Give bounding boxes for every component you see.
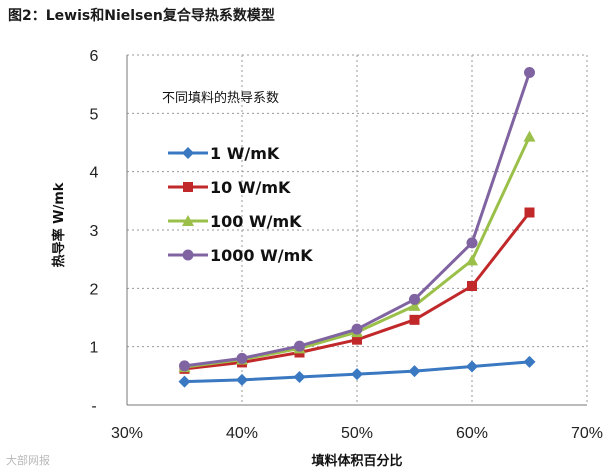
legend-marker-2 <box>182 215 194 226</box>
data-point-s2-5 <box>466 254 478 266</box>
data-point-s3-1 <box>236 352 248 364</box>
data-point-s0-5 <box>466 360 478 373</box>
data-point-s0-6 <box>523 355 536 368</box>
data-point-s3-0 <box>179 360 190 372</box>
grid-lines <box>127 54 588 405</box>
y-tick-label-4: 4 <box>90 165 99 182</box>
series-group <box>178 67 536 388</box>
figure-title: 图2：Lewis和Nielsen复合导热系数模型 <box>8 8 275 24</box>
legend-label-3: 1000 W/mK <box>210 246 313 265</box>
data-point-s3-5 <box>466 237 478 249</box>
y-tick-label-0: - <box>91 398 96 415</box>
x-axis-title: 填料体积百分比 <box>311 453 402 469</box>
data-point-s1-4 <box>409 314 420 325</box>
axes <box>126 55 587 406</box>
data-point-s0-0 <box>178 375 191 388</box>
data-point-s1-3 <box>352 334 362 345</box>
y-tick-label-3: 3 <box>90 223 99 240</box>
legend-label-0: 1 W/mK <box>210 144 280 163</box>
legend-title: 不同填料的热导系数 <box>162 90 279 106</box>
legend: 不同填料的热导系数 1 W/mK 10 W/mK 100 W/mK 1000 W/mK <box>162 90 313 265</box>
x-tick-label-3: 60% <box>456 425 488 442</box>
data-point-s0-4 <box>408 365 421 378</box>
watermark-text: 大部网报 <box>6 454 50 467</box>
data-point-s3-4 <box>409 293 420 305</box>
data-point-s2-6 <box>523 130 536 142</box>
y-tick-label-5: 5 <box>90 106 99 123</box>
data-point-s3-3 <box>351 323 363 335</box>
data-point-s2-4 <box>408 299 421 311</box>
x-tick-label-2: 50% <box>341 425 373 442</box>
legend-marker-0 <box>182 147 194 159</box>
x-tick-label-0: 30% <box>111 425 143 442</box>
data-point-s0-1 <box>236 373 248 386</box>
data-point-s3-6 <box>524 67 535 78</box>
data-point-s3-2 <box>294 340 305 352</box>
y-tick-label-1: 1 <box>90 340 99 357</box>
data-point-s0-3 <box>351 368 363 381</box>
legend-label-2: 100 W/mK <box>210 212 302 231</box>
legend-marker-3 <box>182 249 194 261</box>
data-point-s1-6 <box>524 207 535 218</box>
data-point-s0-2 <box>293 371 306 383</box>
legend-label-1: 10 W/mK <box>210 178 291 197</box>
x-tick-label-4: 70% <box>571 425 603 442</box>
y-axis-title: 热导率 W/mk <box>51 182 67 267</box>
x-tick-label-1: 40% <box>226 425 258 442</box>
data-point-s1-5 <box>467 281 477 291</box>
tick-labels: - 1 2 3 4 5 6 30% 40% 50% 60% 70% <box>90 48 603 442</box>
legend-marker-1 <box>183 182 193 192</box>
y-tick-label-6: 6 <box>90 48 99 65</box>
y-tick-label-2: 2 <box>90 281 99 298</box>
